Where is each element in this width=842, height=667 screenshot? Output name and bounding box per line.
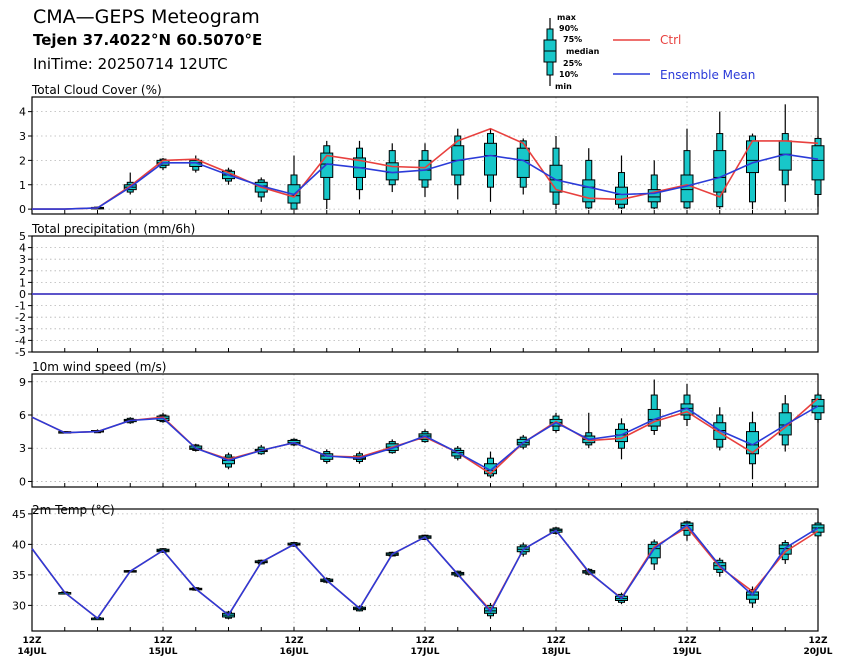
y-tick-label: -4 <box>15 334 26 347</box>
panel-2: 10m wind speed (m/s) 0 3 6 9 <box>19 360 825 488</box>
panel-title: 2m Temp (°C) <box>32 503 115 517</box>
y-tick-label: -1 <box>15 300 26 313</box>
legend-box-label: max <box>557 13 577 22</box>
y-tick-label: 5 <box>19 230 26 243</box>
panel-0: Total Cloud Cover (%) 0 1 2 3 4 <box>19 83 825 216</box>
x-tick-label-hour: 12Z <box>808 636 828 646</box>
y-tick-label: 1 <box>19 179 26 192</box>
legend-box-label: 75% <box>563 35 582 44</box>
legend: max 90% 75% median 25% 10% min Ctrl Ensemble Mea… <box>543 13 755 91</box>
y-tick-label: -3 <box>15 323 26 336</box>
y-tick-label: -5 <box>15 346 26 359</box>
x-tick-label-date: 20JUL <box>804 647 833 657</box>
mean-series-line <box>31 523 819 620</box>
x-tick-label-hour: 12Z <box>22 636 42 646</box>
y-tick-label: 45 <box>12 508 26 521</box>
y-tick-label: 2 <box>19 154 26 167</box>
x-tick-label-hour: 12Z <box>153 636 173 646</box>
panel-title: Total precipitation (mm/6h) <box>31 222 195 236</box>
x-tick-label-date: 15JUL <box>149 647 178 657</box>
y-tick-label: 3 <box>19 253 26 266</box>
y-tick-label: 40 <box>12 538 26 551</box>
x-tick-label-hour: 12Z <box>415 636 435 646</box>
box-inner <box>778 544 792 555</box>
x-tick-label-date: 19JUL <box>673 647 702 657</box>
mean-series-line <box>31 405 819 472</box>
y-tick-label: 3 <box>19 442 26 455</box>
x-tick-label-date: 14JUL <box>18 647 47 657</box>
box-inner <box>615 186 628 205</box>
ctrl-series-line <box>31 397 819 475</box>
legend-box-label: 10% <box>559 70 578 79</box>
legend-box-label: 25% <box>563 59 582 68</box>
x-tick-label-hour: 12Z <box>546 636 566 646</box>
meteogram-header: CMA—GEPS Meteogram Tejen 37.4022°N 60.50… <box>0 0 842 96</box>
y-tick-label: 0 <box>19 475 26 488</box>
box-inner <box>549 164 563 193</box>
legend-box-label: 90% <box>559 24 578 33</box>
mean-series-line <box>32 153 819 210</box>
panel-3: 2m Temp (°C) 30 35 40 45 <box>12 503 825 632</box>
box-inner <box>582 179 596 203</box>
ctrl-series-line <box>32 127 819 210</box>
y-tick-label: 3 <box>19 130 26 143</box>
box-inner <box>811 145 825 181</box>
x-tick-label-date: 17JUL <box>411 647 440 657</box>
x-tick-label-hour: 12Z <box>284 636 304 646</box>
location-label: Tejen 37.4022°N 60.5070°E <box>33 31 263 49</box>
x-tick-label-date: 18JUL <box>542 647 571 657</box>
y-tick-label: 4 <box>19 106 26 119</box>
y-tick-label: 2 <box>19 265 26 278</box>
y-tick-label: 0 <box>19 288 26 301</box>
box-inner <box>484 142 497 176</box>
box-inner <box>516 147 530 178</box>
init-time-label: IniTime: 20250714 12UTC <box>33 55 228 73</box>
y-tick-label: 0 <box>19 203 26 216</box>
y-tick-label: -2 <box>15 311 26 324</box>
box-inner <box>680 403 694 416</box>
y-tick-label: 9 <box>19 376 26 389</box>
panel-title: 10m wind speed (m/s) <box>32 360 166 374</box>
x-tick-label-hour: 12Z <box>677 636 697 646</box>
box-inner <box>680 174 694 203</box>
legend-box-label: min <box>555 82 572 91</box>
y-tick-label: 6 <box>19 409 26 422</box>
box-inner <box>746 140 759 174</box>
x-tick-label-date: 16JUL <box>280 647 309 657</box>
legend-mean-label: Ensemble Mean <box>660 68 755 82</box>
y-tick-label: 30 <box>12 599 26 612</box>
legend-box-label: median <box>566 47 600 56</box>
y-tick-label: 1 <box>19 276 26 289</box>
y-tick-label: 4 <box>19 242 26 255</box>
y-tick-label: 35 <box>12 569 26 582</box>
panel-title: Total Cloud Cover (%) <box>31 83 162 97</box>
chart-title: CMA—GEPS Meteogram <box>33 6 260 28</box>
box-inner <box>713 150 727 193</box>
legend-ctrl-label: Ctrl <box>660 33 681 47</box>
panel-1: Total precipitation (mm/6h) -5-4-3-2-1012… <box>15 222 819 359</box>
